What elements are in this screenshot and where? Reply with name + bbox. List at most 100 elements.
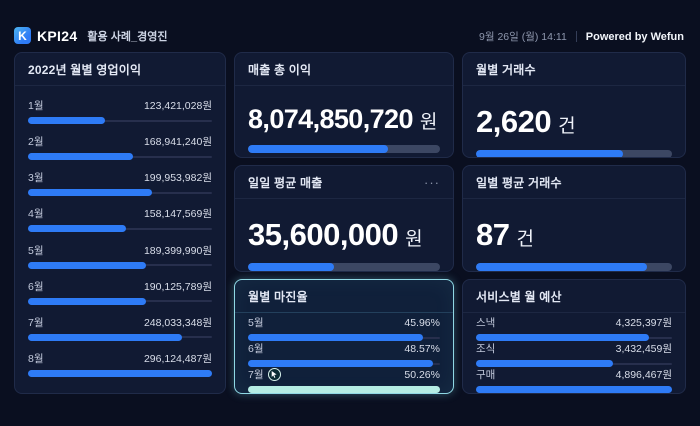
row-label: 2월 <box>28 136 44 149</box>
bar-track <box>28 153 212 161</box>
bar-row-breakfast: 조식 3,432,459원 <box>476 341 672 367</box>
progress-bar <box>476 263 672 271</box>
row-value: 189,399,990원 <box>143 244 212 257</box>
row-label: 7월 <box>28 316 44 329</box>
bar-fill <box>28 297 147 305</box>
row-value: 45.96% <box>404 316 440 329</box>
bar-row-jul-margin[interactable]: 7월 50.26% <box>248 367 440 393</box>
row-label: 5월 <box>28 244 44 257</box>
bar-fill-highlight <box>248 386 440 393</box>
row-label: 5월 <box>248 317 264 329</box>
bar-row-may: 5월 189,399,990원 <box>28 243 212 269</box>
panel-monthly-transactions: 월별 거래수 2,620 건 75% 3,500건 <box>462 52 686 158</box>
row-value: 199,953,982원 <box>143 172 212 185</box>
panel-title: 월별 마진율 <box>248 290 308 304</box>
panel-daily-average-transactions: 일별 평균 거래수 87 건 87% 100건 <box>462 165 686 272</box>
row-label: 구매 <box>476 369 496 381</box>
bar-row-purchase: 구매 4,896,467원 <box>476 367 672 393</box>
panel-title: 일별 평균 거래수 <box>476 176 562 190</box>
bar-row-aug: 8월 296,124,487원 <box>28 351 212 377</box>
progress-bar <box>248 145 440 153</box>
row-label: 8월 <box>28 352 44 365</box>
panel-daily-average-sales: 일일 평균 매출 ··· 35,600,000 원 45% 80,000,000… <box>234 165 454 272</box>
panel-title: 서비스별 월 예산 <box>476 290 562 304</box>
row-value: 123,421,028원 <box>143 100 212 113</box>
kpi-body: 2,620 건 75% 3,500건 <box>463 86 685 157</box>
bar-track <box>476 386 672 393</box>
bar-track <box>28 225 212 233</box>
kpi-unit: 건 <box>558 116 576 137</box>
cursor-click-icon <box>267 368 281 381</box>
row-label: 스낵 <box>476 317 496 329</box>
progress-fill <box>476 150 623 157</box>
powered-by-label: Powered by Wefun <box>585 30 684 43</box>
panel-header: 월별 거래수 <box>463 53 685 86</box>
panel-header: 월별 마진율 <box>235 280 453 313</box>
bar-row-apr: 4월 158,147,569원 <box>28 206 212 233</box>
panel-title: 2022년 월별 영업이익 <box>28 63 142 77</box>
row-value: 4,896,467원 <box>615 369 672 381</box>
panel-header: 일별 평균 거래수 <box>463 166 685 199</box>
kpi-unit: 원 <box>419 112 438 133</box>
panel-gross-profit: 매출 총 이익 8,074,850,720 원 73% 11,068,742,0… <box>234 52 454 158</box>
panel-header: 2022년 월별 영업이익 <box>15 53 225 86</box>
panel-title: 월별 거래수 <box>476 63 536 77</box>
panel-header: 일일 평균 매출 ··· <box>235 166 453 199</box>
row-value: 4,325,397원 <box>615 317 672 329</box>
bar-row-jun-margin: 6월 48.57% <box>248 341 440 367</box>
panel-title: 매출 총 이익 <box>248 63 312 77</box>
bar-fill <box>248 334 424 341</box>
bar-fill <box>28 225 127 233</box>
progress-bar <box>248 263 440 271</box>
bar-fill <box>28 333 183 341</box>
row-value: 190,125,789원 <box>143 280 212 293</box>
bar-row-may-margin: 5월 45.96% <box>248 315 440 341</box>
bar-track <box>28 117 212 125</box>
bar-track <box>476 360 672 367</box>
kpi-body: 8,074,850,720 원 73% 11,068,742,070원 <box>235 86 453 157</box>
panel-title: 일일 평균 매출 <box>248 176 323 190</box>
dashboard-subtitle: 활용 사례_경영진 <box>87 30 168 43</box>
bar-row-list: 1월 123,421,028원 2월 168,941,240원 3월 199,9… <box>15 86 225 393</box>
bar-track <box>28 333 212 341</box>
header-divider <box>575 31 577 42</box>
app-title: KPI24 <box>37 27 78 44</box>
row-label: 조식 <box>476 343 496 355</box>
kpi-value: 87 <box>476 217 510 252</box>
bar-row-jun: 6월 190,125,789원 <box>28 279 212 305</box>
datetime-label: 9월 26일 (월) 14:11 <box>479 31 567 43</box>
bar-row-list: 스낵 4,325,397원 조식 3,432,459원 구매 4,896,467… <box>463 313 685 393</box>
kpi-unit: 건 <box>516 229 534 250</box>
bar-row-jan: 1월 123,421,028원 <box>28 98 212 125</box>
bar-track <box>248 386 440 393</box>
bar-fill <box>28 153 133 161</box>
app-brand: K KPI24 활용 사례_경영진 <box>14 27 167 44</box>
bar-fill <box>28 189 153 197</box>
row-value: 296,124,487원 <box>143 352 212 365</box>
bar-fill <box>28 117 105 125</box>
kpi-unit: 원 <box>405 229 423 250</box>
row-label: 6월 <box>28 280 44 293</box>
row-value: 168,941,240원 <box>143 136 212 149</box>
ellipsis-menu-icon[interactable]: ··· <box>424 174 440 190</box>
bar-row-feb: 2월 168,941,240원 <box>28 134 212 161</box>
bar-fill <box>28 261 146 269</box>
bar-row-snack: 스낵 4,325,397원 <box>476 315 672 341</box>
panel-header: 매출 총 이익 <box>235 53 453 86</box>
row-label: 1월 <box>28 100 44 113</box>
row-label: 3월 <box>28 172 44 185</box>
row-value: 248,033,348원 <box>143 316 212 329</box>
row-value: 50.26% <box>404 368 440 381</box>
bar-fill <box>476 360 614 367</box>
bar-fill <box>28 369 212 377</box>
bar-fill <box>248 360 434 367</box>
bar-track <box>28 189 212 197</box>
panel-monthly-margin: 월별 마진율 5월 45.96% 6월 48.57% 7월 <box>234 279 454 394</box>
bar-fill <box>476 386 672 393</box>
kpi-value: 8,074,850,720 <box>248 104 413 134</box>
bar-fill <box>476 334 650 341</box>
row-value: 3,432,459원 <box>615 343 672 355</box>
panel-monthly-operating-profit: 2022년 월별 영업이익 1월 123,421,028원 2월 168,941… <box>14 52 226 394</box>
row-label: 6월 <box>248 343 264 355</box>
progress-bar <box>476 150 672 157</box>
